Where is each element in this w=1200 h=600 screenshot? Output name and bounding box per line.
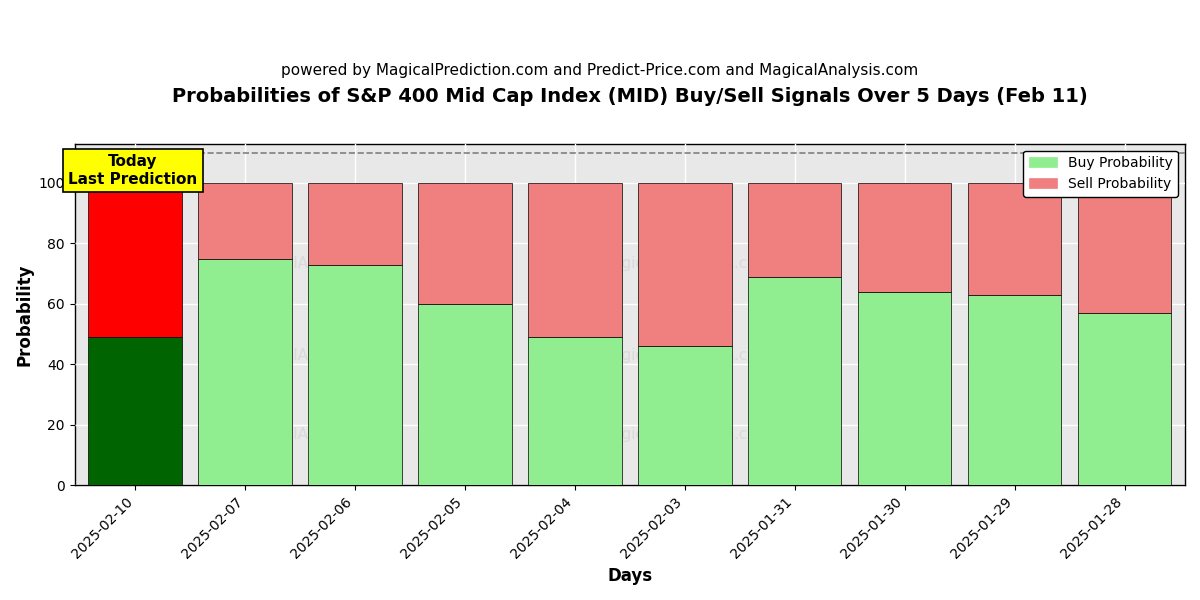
Text: powered by MagicalPrediction.com and Predict-Price.com and MagicalAnalysis.com: powered by MagicalPrediction.com and Pre… <box>281 63 919 78</box>
Bar <box>638 346 732 485</box>
Bar <box>1078 313 1171 485</box>
Bar <box>748 183 841 277</box>
Bar <box>198 183 292 259</box>
Text: MagicalAnalysis.com: MagicalAnalysis.com <box>239 427 398 442</box>
Bar <box>748 277 841 485</box>
Bar <box>89 337 182 485</box>
Bar <box>419 304 511 485</box>
Text: Today
Last Prediction: Today Last Prediction <box>68 154 198 187</box>
Text: MagicalPrediction.com: MagicalPrediction.com <box>599 256 772 271</box>
X-axis label: Days: Days <box>607 567 653 585</box>
Text: MagicalPrediction.com: MagicalPrediction.com <box>599 348 772 363</box>
Bar <box>308 183 402 265</box>
Bar <box>89 183 182 337</box>
Title: Probabilities of S&P 400 Mid Cap Index (MID) Buy/Sell Signals Over 5 Days (Feb 1: Probabilities of S&P 400 Mid Cap Index (… <box>172 87 1087 106</box>
Bar <box>419 183 511 304</box>
Bar <box>1078 183 1171 313</box>
Bar <box>858 292 952 485</box>
Bar <box>198 259 292 485</box>
Bar <box>968 183 1061 295</box>
Bar <box>308 265 402 485</box>
Legend: Buy Probability, Sell Probability: Buy Probability, Sell Probability <box>1024 151 1178 197</box>
Bar <box>638 183 732 346</box>
Bar <box>858 183 952 292</box>
Y-axis label: Probability: Probability <box>16 263 34 366</box>
Bar <box>968 295 1061 485</box>
Bar <box>528 183 622 337</box>
Text: MagicalAnalysis.com: MagicalAnalysis.com <box>239 348 398 363</box>
Bar <box>528 337 622 485</box>
Text: MagicalPrediction.com: MagicalPrediction.com <box>599 427 772 442</box>
Text: MagicalAnalysis.com: MagicalAnalysis.com <box>239 256 398 271</box>
